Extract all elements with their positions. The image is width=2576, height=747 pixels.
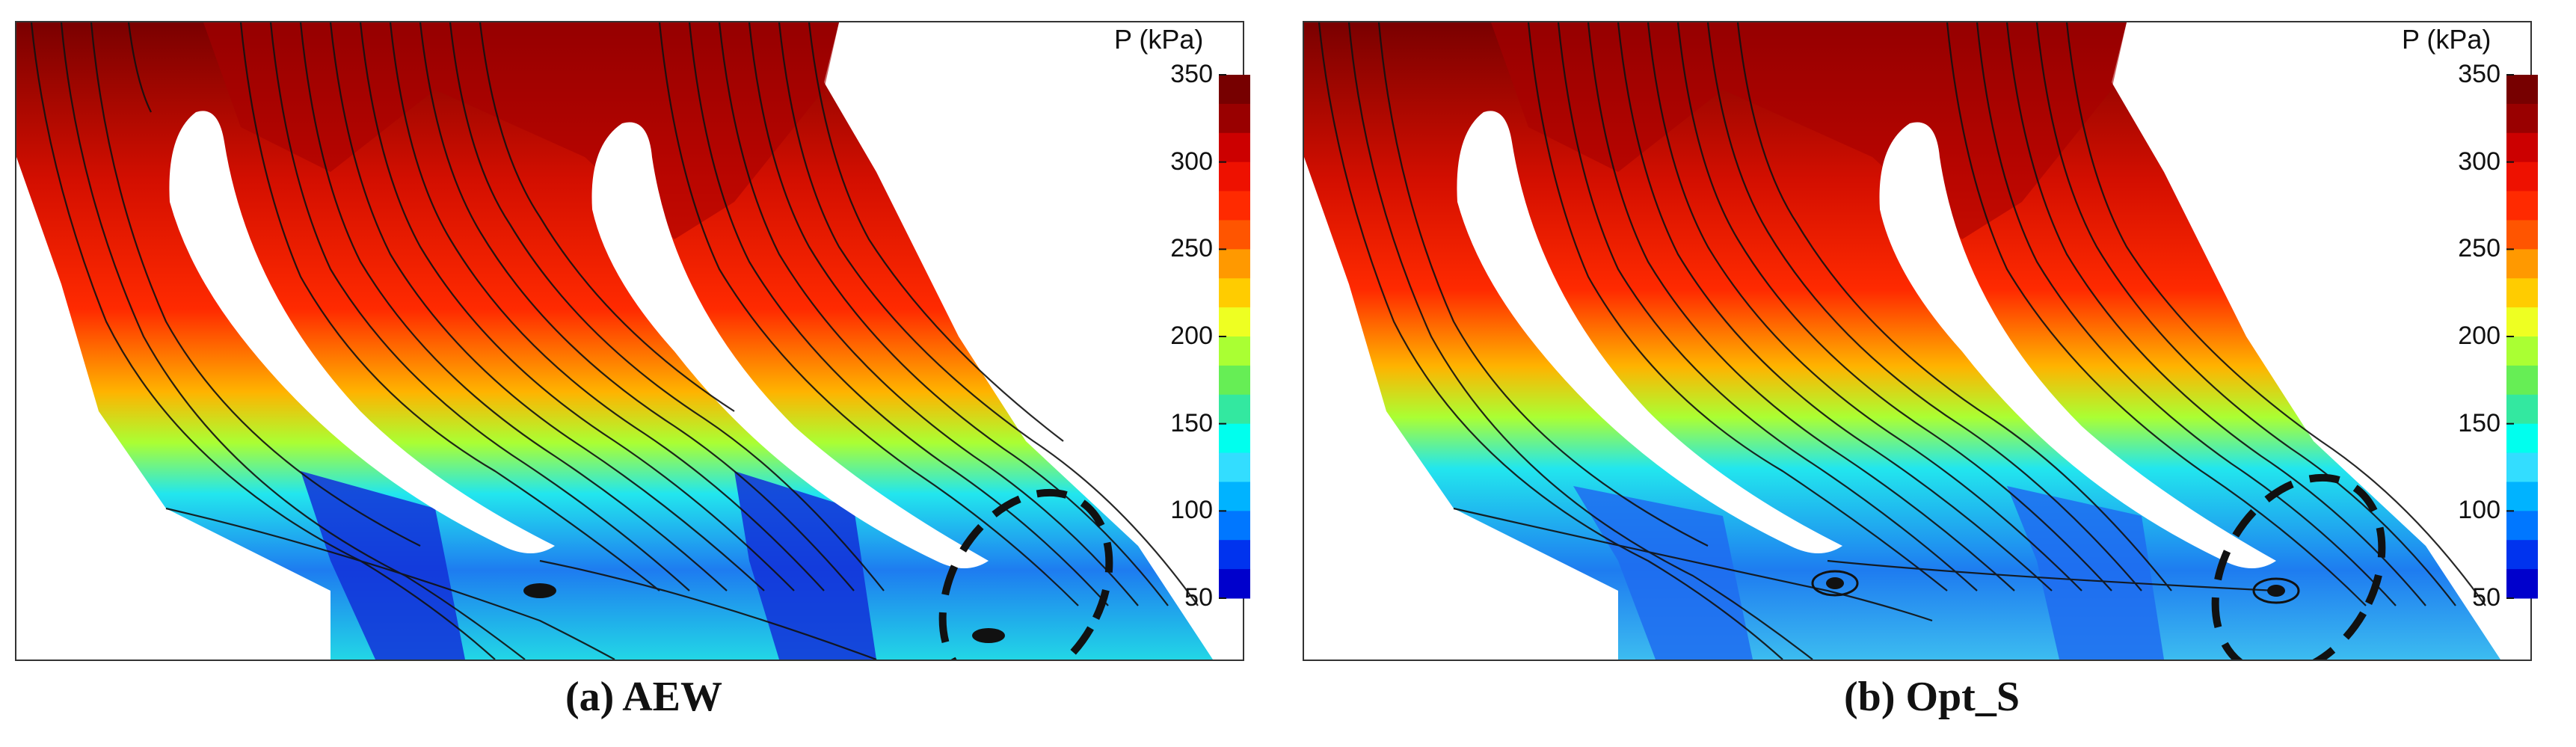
colorbar-title: P (kPa) [2402, 24, 2492, 55]
colorbar-tick-label: 200 [1170, 322, 1213, 350]
blade-2 [1879, 122, 2276, 568]
vortex-core [1826, 577, 1844, 589]
colorbar-level [1219, 540, 1250, 570]
streamlines [30, 22, 1199, 660]
colorbar-level [2506, 162, 2538, 192]
colorbar-tick-label: 50 [1184, 583, 1213, 612]
colorbar-level [2506, 307, 2538, 337]
colorbar-level [2506, 423, 2538, 454]
colorbar-level [2506, 452, 2538, 482]
colorbar-level [1219, 75, 1250, 105]
colorbar [1219, 74, 1250, 599]
highlight-dashed-ellipse [2211, 473, 2386, 660]
colorbar-level [1219, 569, 1250, 599]
pressure-contour-plot-aew [15, 21, 1244, 661]
colorbar-tick-label: 100 [2458, 496, 2500, 525]
colorbar-level [2506, 75, 2538, 105]
colorbar-level [1219, 132, 1250, 163]
vortex-loop [2252, 577, 2300, 604]
panel-opt-s: P (kPa) (b) Opt_S 350 300 250 200 150 100 50 [1288, 0, 2576, 747]
colorbar-level [2506, 220, 2538, 250]
colorbar-tick-label: 350 [1170, 60, 1213, 88]
colorbar-tick-label: 50 [2472, 583, 2500, 612]
colorbar-tick-label: 300 [1170, 147, 1213, 176]
colorbar-level [1219, 511, 1250, 541]
blade-2 [591, 122, 989, 568]
streamlines [1318, 22, 2486, 660]
colorbar-tick-label: 250 [2458, 234, 2500, 263]
colorbar-level [1219, 162, 1250, 192]
colorbar-level [1219, 220, 1250, 250]
colorbar-tick-label: 100 [1170, 496, 1213, 525]
colorbar-title: P (kPa) [1114, 24, 1204, 55]
colorbar-level [1219, 452, 1250, 482]
colorbar-level [1219, 191, 1250, 221]
colorbar-level [2506, 249, 2538, 279]
colorbar-tick-label: 250 [1170, 234, 1213, 263]
colorbar-tick-label: 200 [2458, 322, 2500, 350]
panel-caption: (b) Opt_S [1844, 674, 2020, 720]
blade-1 [1457, 111, 1842, 553]
vortex-core [972, 628, 1005, 643]
panel-caption: (a) AEW [565, 674, 722, 720]
colorbar-level [2506, 336, 2538, 366]
vortex-loop [1811, 570, 1859, 597]
colorbar-tick-label: 150 [2458, 408, 2500, 437]
blade-1 [169, 111, 555, 553]
vortex-core [2267, 585, 2285, 597]
colorbar-tick-label: 300 [2458, 147, 2500, 176]
colorbar-level [2506, 278, 2538, 308]
vortex-core [523, 583, 556, 598]
colorbar-level [2506, 511, 2538, 541]
colorbar-level [1219, 103, 1250, 134]
highlight-dashed-ellipse [938, 488, 1113, 660]
colorbar-level [2506, 394, 2538, 425]
colorbar-level [1219, 394, 1250, 425]
colorbar-level [2506, 482, 2538, 511]
panel-aew: P (kPa) (a) AEW 350 300 250 200 150 100 50 [15, 21, 1250, 720]
colorbar-level [1219, 423, 1250, 454]
colorbar-level [2506, 365, 2538, 396]
colorbar-level [2506, 540, 2538, 570]
colorbar-level [2506, 191, 2538, 221]
colorbar-level [1219, 249, 1250, 279]
colorbar-level [1219, 307, 1250, 337]
colorbar [2506, 74, 2538, 599]
colorbar-level [1219, 278, 1250, 308]
colorbar-level [2506, 103, 2538, 134]
colorbar-level [1219, 365, 1250, 396]
colorbar-level [2506, 569, 2538, 599]
colorbar-tick-label: 150 [1170, 408, 1213, 437]
colorbar-level [2506, 132, 2538, 163]
colorbar-level [1219, 482, 1250, 511]
colorbar-level [1219, 336, 1250, 366]
colorbar-tick-label: 350 [2458, 60, 2500, 88]
pressure-contour-plot-opt-s [1303, 21, 2532, 661]
